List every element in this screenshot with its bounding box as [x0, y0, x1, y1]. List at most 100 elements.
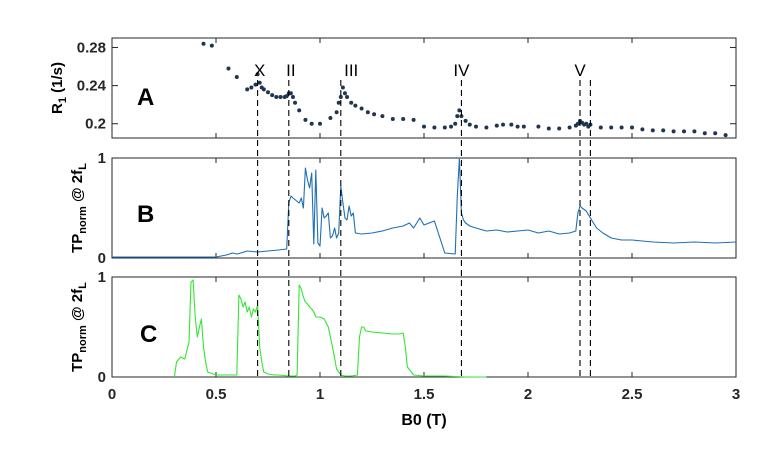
data-point — [650, 128, 655, 133]
data-point — [411, 117, 416, 122]
data-point — [640, 127, 645, 132]
data-point — [334, 110, 339, 115]
data-point — [209, 43, 214, 48]
data-point — [557, 126, 562, 131]
panel-label: C — [140, 321, 157, 348]
data-point — [255, 72, 260, 77]
data-point — [442, 125, 447, 130]
data-point — [467, 122, 472, 127]
data-point — [401, 116, 406, 121]
data-point — [501, 122, 506, 127]
data-point — [619, 125, 624, 130]
x-axis: 0 0.5 1 1.5 2 2.5 3 B0 (T) — [108, 386, 740, 429]
data-point — [723, 133, 728, 138]
y-label-sub: 1 — [57, 97, 69, 103]
data-point — [390, 116, 395, 121]
data-point — [453, 121, 458, 126]
data-point — [257, 80, 262, 85]
y-tick-label: 0.28 — [77, 40, 106, 57]
data-point — [345, 95, 350, 100]
data-point — [266, 90, 270, 95]
y-tick-label: 0.24 — [77, 78, 107, 95]
y-label-sub: norm — [77, 206, 89, 234]
x-tick-label: 0 — [108, 386, 116, 403]
data-point — [474, 124, 478, 129]
y-axis-label: TPnorm @ 2fL — [69, 163, 89, 253]
data-point — [342, 91, 347, 96]
y-label-sub2: L — [77, 163, 89, 170]
y-label-main: R — [49, 103, 66, 114]
panel-b: 1 0 B TPnorm @ 2fL — [69, 150, 737, 267]
y-tick-label: 1 — [98, 269, 106, 286]
data-point — [318, 121, 322, 126]
data-point — [713, 131, 718, 136]
data-point — [234, 75, 239, 80]
data-point — [293, 100, 298, 105]
data-point — [609, 125, 614, 130]
data-point — [494, 123, 499, 128]
data-point — [253, 82, 258, 87]
peak-annotation: II — [286, 61, 295, 80]
data-point — [270, 93, 275, 98]
x-tick-label: 0.5 — [206, 386, 227, 403]
x-tick-label: 2 — [524, 386, 532, 403]
data-point — [328, 116, 333, 120]
data-point — [226, 66, 231, 71]
data-point — [521, 124, 526, 129]
data-point — [702, 131, 707, 136]
y-label-sub2: L — [77, 282, 89, 289]
data-point — [457, 108, 462, 113]
data-point — [359, 106, 364, 111]
series-line — [173, 279, 487, 378]
y-axis-label: TPnorm @ 2fL — [69, 282, 89, 372]
data-point — [349, 100, 354, 105]
data-point — [309, 121, 314, 126]
dashed-reference-lines — [257, 80, 591, 377]
data-point — [682, 129, 686, 134]
peak-annotation: V — [574, 61, 586, 80]
data-point — [338, 95, 343, 100]
data-point — [484, 125, 489, 130]
data-point — [432, 125, 437, 130]
x-tick-label: 2.5 — [622, 386, 643, 403]
data-point — [455, 114, 460, 119]
data-point — [536, 124, 541, 129]
y-label-rest: (1/s) — [49, 62, 66, 97]
peak-annotation: IV — [453, 61, 470, 80]
x-axis-label: B0 (T) — [401, 412, 446, 429]
data-point — [284, 94, 289, 99]
data-point — [353, 103, 358, 108]
y-label-sub: norm — [77, 325, 89, 353]
data-point — [245, 87, 250, 92]
data-point — [290, 95, 295, 100]
data-point — [671, 129, 676, 134]
y-tick-label: 0 — [98, 250, 106, 267]
data-point — [340, 85, 345, 90]
peak-annotation: III — [344, 61, 358, 80]
data-point — [630, 125, 634, 130]
x-tick-label: 3 — [732, 386, 740, 403]
peak-annotation: X — [254, 61, 265, 80]
data-point — [274, 95, 279, 100]
data-point — [288, 91, 293, 96]
data-point — [598, 125, 603, 130]
data-point — [584, 121, 589, 126]
data-point — [515, 124, 520, 129]
y-label-main: TP — [69, 353, 86, 372]
data-point — [661, 128, 666, 133]
y-label-main: TP — [69, 234, 86, 253]
data-point — [297, 108, 302, 113]
data-point — [372, 112, 377, 117]
y-tick-label: 1 — [98, 150, 106, 167]
y-label-rest: @ 2f — [69, 169, 86, 206]
data-point — [567, 125, 572, 130]
data-point — [249, 85, 254, 90]
series-line — [112, 157, 737, 258]
data-point — [509, 122, 514, 127]
panel-a-frame — [111, 37, 737, 139]
panel-label: A — [137, 84, 154, 111]
panel-c: 1 0 C TPnorm @ 2fL — [69, 269, 737, 386]
data-point — [575, 121, 580, 126]
x-tick-label: 1 — [316, 386, 324, 403]
